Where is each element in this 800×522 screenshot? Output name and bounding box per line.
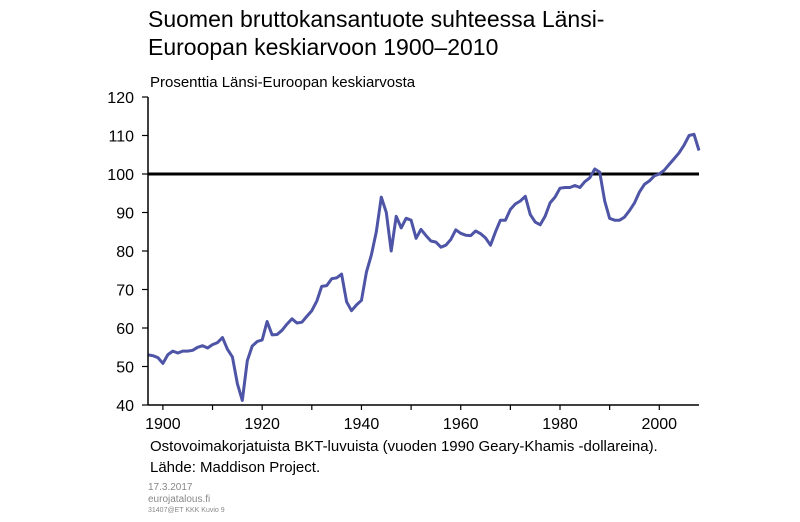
chart-note: Ostovoimakorjatuista BKT-luvuista (vuode… (150, 436, 790, 478)
x-tick-label: 1980 (542, 416, 578, 430)
series-line (147, 132, 701, 402)
y-tick-label: 80 (116, 244, 134, 261)
y-tick-label: 60 (116, 321, 134, 338)
footer: 17.3.2017 eurojatalous.fi 31407@ET KKK K… (148, 482, 225, 515)
y-tick-label: 100 (107, 167, 134, 184)
footer-date: 17.3.2017 (148, 482, 193, 493)
y-tick-label: 120 (107, 90, 134, 107)
x-tick-label: 1940 (344, 416, 380, 430)
x-tick-label: 1960 (443, 416, 479, 430)
x-tick-label: 1920 (244, 416, 280, 430)
y-tick-label: 90 (116, 206, 134, 223)
y-axis-label: Prosenttia Länsi-Euroopan keskiarvosta (150, 74, 416, 91)
x-tick-label: 1900 (145, 416, 181, 430)
footer-code: 31407@ET KKK Kuvio 9 (148, 507, 225, 514)
chart-title-line-2: Euroopan keskiarvoon 1900–2010 (148, 34, 499, 60)
footer-site: eurojatalous.fi (148, 494, 211, 505)
y-tick-label: 40 (116, 398, 134, 415)
y-tick-label: 110 (108, 129, 134, 146)
x-tick-label: 2000 (641, 416, 677, 430)
y-tick-label: 50 (116, 360, 134, 377)
line-chart: 40 50 60 70 80 90 100 110 120 1900 1920 1940 1960 19… (107, 90, 701, 430)
chart-title: Suomen bruttokansantuote suhteessa Länsi… (148, 5, 748, 61)
note-line-1: Ostovoimakorjatuista BKT-luvuista (vuode… (150, 438, 658, 455)
source-line: Lähde: Maddison Project. (150, 459, 321, 476)
chart-title-line-1: Suomen bruttokansantuote suhteessa Länsi… (148, 6, 605, 32)
y-tick-label: 70 (116, 283, 134, 300)
